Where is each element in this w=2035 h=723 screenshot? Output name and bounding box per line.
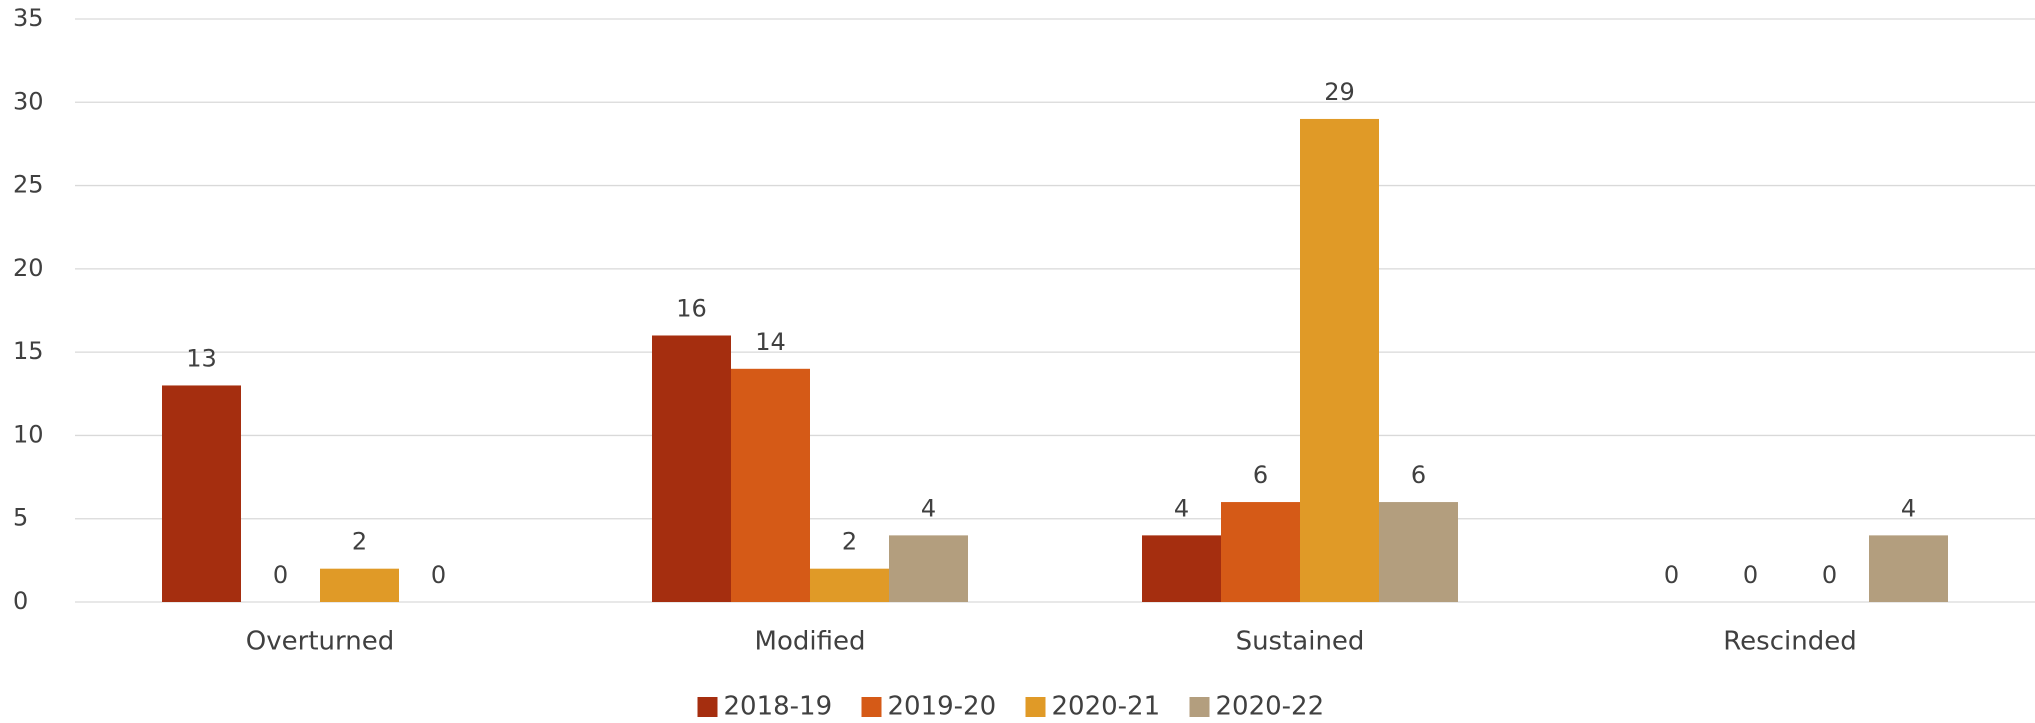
y-tick-label: 30 <box>13 87 44 115</box>
y-tick-label: 35 <box>13 4 44 32</box>
x-tick-label: Sustained <box>1236 627 1365 657</box>
data-label: 0 <box>431 561 446 589</box>
bar <box>1142 535 1221 602</box>
y-tick-label: 0 <box>13 587 28 615</box>
bar <box>1869 535 1948 602</box>
bar <box>731 368 810 602</box>
bar <box>320 568 399 602</box>
y-tick-label: 5 <box>13 504 28 532</box>
data-label: 4 <box>1174 494 1189 522</box>
bar <box>652 335 731 602</box>
legend-label: 2020-22 <box>1216 692 1325 722</box>
bar <box>1379 502 1458 602</box>
bar <box>162 385 241 602</box>
legend-label: 2018-19 <box>724 692 833 722</box>
data-label: 16 <box>676 294 707 322</box>
data-label: 6 <box>1411 461 1426 489</box>
x-tick-label: Overturned <box>246 627 394 657</box>
legend-swatch <box>1189 697 1210 717</box>
data-label: 0 <box>1664 561 1679 589</box>
x-tick-label: Modified <box>755 627 866 657</box>
bar <box>889 535 968 602</box>
data-label: 14 <box>755 328 786 356</box>
data-label: 0 <box>1822 561 1837 589</box>
data-label: 2 <box>842 528 857 556</box>
legend-label: 2019-20 <box>888 692 997 722</box>
data-label: 4 <box>921 494 936 522</box>
data-label: 29 <box>1324 78 1355 106</box>
legend-label: 2020-21 <box>1052 692 1161 722</box>
data-label: 4 <box>1901 494 1916 522</box>
y-tick-label: 15 <box>13 337 44 365</box>
y-tick-label: 20 <box>13 254 44 282</box>
data-label: 2 <box>352 528 367 556</box>
legend-swatch <box>861 697 882 717</box>
data-label: 13 <box>186 344 217 372</box>
data-label: 6 <box>1253 461 1268 489</box>
data-label: 0 <box>273 561 288 589</box>
y-tick-label: 10 <box>13 420 44 448</box>
legend-swatch <box>697 697 718 717</box>
bar <box>810 568 889 602</box>
bar <box>1300 118 1379 602</box>
x-tick-label: Rescinded <box>1723 627 1856 657</box>
bar <box>1221 502 1300 602</box>
data-label: 0 <box>1743 561 1758 589</box>
y-tick-label: 25 <box>13 171 44 199</box>
legend-swatch <box>1025 697 1046 717</box>
